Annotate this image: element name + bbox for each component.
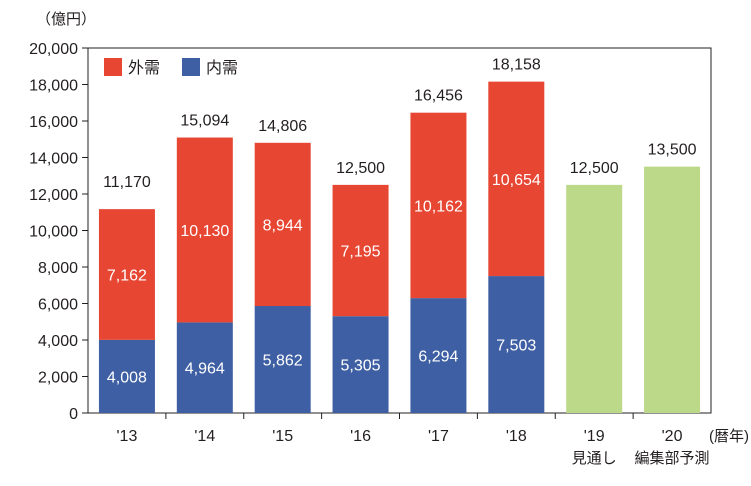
y-tick-label: 4,000: [38, 333, 78, 350]
data-label-domestic: 7,503: [496, 338, 536, 355]
x-tick-label: '16: [350, 428, 371, 445]
y-tick-label: 8,000: [38, 260, 78, 277]
y-tick-label: 0: [69, 406, 78, 423]
y-tick-label: 14,000: [29, 151, 78, 168]
data-label-foreign: 8,944: [263, 217, 303, 234]
x-tick-label: '13: [117, 428, 138, 445]
data-label-domestic: 5,862: [263, 353, 303, 370]
x-tick-label: '14: [194, 428, 215, 445]
x-tick-label: '20: [662, 428, 683, 445]
legend-swatch: [104, 58, 122, 76]
x-unit-label: (暦年): [709, 428, 749, 445]
data-label-domestic: 5,305: [341, 358, 381, 375]
total-label: 13,500: [648, 142, 697, 159]
bar-segment-foreign: [410, 112, 467, 299]
x-tick-label: '18: [506, 428, 527, 445]
data-label-domestic: 6,294: [418, 349, 458, 366]
y-unit-label: （億円）: [36, 11, 96, 28]
data-label-foreign: 7,162: [107, 268, 147, 285]
y-tick-label: 10,000: [29, 224, 78, 241]
legend-swatch: [182, 58, 200, 76]
y-tick-label: 12,000: [29, 187, 78, 204]
y-tick-label: 18,000: [29, 78, 78, 95]
data-label-domestic: 4,964: [185, 361, 225, 378]
y-tick-label: 6,000: [38, 297, 78, 314]
total-label: 12,500: [570, 160, 619, 177]
bar-segment-domestic: [176, 322, 233, 413]
x-tick-label: '15: [272, 428, 293, 445]
bar-forecast: [566, 184, 623, 413]
x-tick-label: '19: [584, 428, 605, 445]
total-label: 15,094: [180, 113, 229, 130]
bar-segment-foreign: [332, 184, 389, 317]
bar-segment-domestic: [488, 276, 545, 413]
data-label-foreign: 10,130: [180, 223, 229, 240]
bar-segment-domestic: [98, 339, 155, 413]
total-label: 12,500: [336, 160, 385, 177]
total-label: 14,806: [258, 118, 307, 135]
total-label: 16,456: [414, 88, 463, 105]
legend-label: 内需: [206, 59, 238, 77]
y-tick-label: 2,000: [38, 370, 78, 387]
data-label-foreign: 10,654: [492, 172, 541, 189]
data-label-foreign: 10,162: [414, 198, 463, 215]
total-label: 11,170: [103, 174, 151, 191]
bar-segment-domestic: [332, 316, 389, 413]
bar-segment-foreign: [176, 137, 233, 323]
bar-segment-domestic: [410, 298, 467, 413]
x-tick-label: '17: [428, 428, 449, 445]
bar-segment-foreign: [254, 142, 311, 307]
y-tick-label: 20,000: [29, 41, 78, 58]
legend-label: 外需: [128, 59, 160, 77]
data-label-foreign: 7,195: [341, 244, 381, 261]
x-category-note: 見通し: [572, 450, 617, 467]
bar-segment-foreign: [488, 81, 545, 277]
total-label: 18,158: [492, 57, 541, 74]
bar-segment-domestic: [254, 306, 311, 413]
x-category-note: 編集部予測: [635, 450, 710, 467]
data-label-domestic: 4,008: [107, 369, 147, 386]
y-tick-label: 16,000: [29, 114, 78, 131]
bar-forecast: [644, 166, 701, 413]
bar-segment-foreign: [98, 209, 155, 340]
